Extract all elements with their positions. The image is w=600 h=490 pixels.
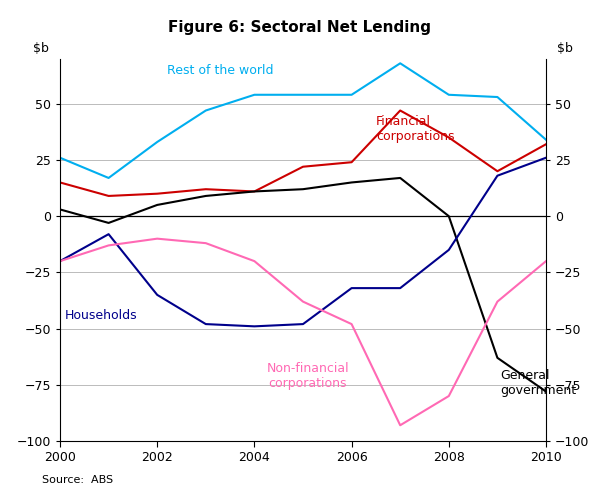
Text: Non-financial
corporations: Non-financial corporations bbox=[266, 362, 349, 391]
Text: $b: $b bbox=[557, 42, 573, 55]
Text: General
government: General government bbox=[500, 368, 576, 396]
Text: $b: $b bbox=[33, 42, 49, 55]
Text: Households: Households bbox=[65, 309, 137, 321]
Text: Source:  ABS: Source: ABS bbox=[42, 475, 113, 485]
Text: Figure 6: Sectoral Net Lending: Figure 6: Sectoral Net Lending bbox=[169, 20, 431, 35]
Text: Rest of the world: Rest of the world bbox=[167, 64, 274, 77]
Text: Financial
corporations: Financial corporations bbox=[376, 115, 454, 143]
